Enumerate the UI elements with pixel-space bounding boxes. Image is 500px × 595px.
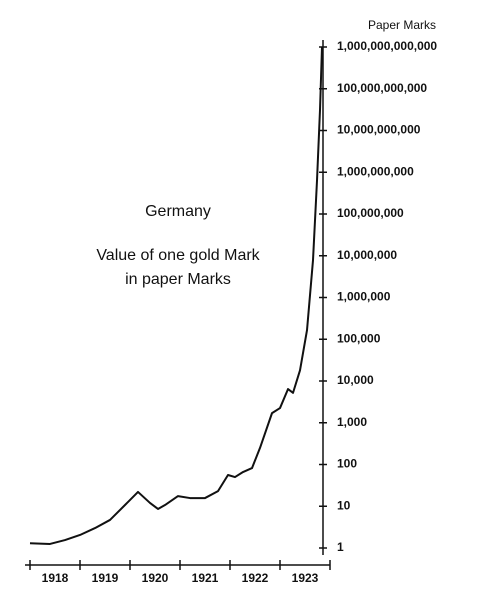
y-tick-label: 100,000,000,000 [337,81,427,95]
y-tick-label: 1,000,000 [337,290,391,304]
data-line [29,46,323,545]
chart-title: Germany [145,203,211,220]
x-tick-label: 1918 [42,571,69,585]
y-tick-label: 10,000 [337,373,374,387]
y-tick-label: 100,000 [337,331,381,345]
x-tick-label: 1923 [292,571,319,585]
y-tick-label: 1,000,000,000 [337,164,414,178]
y-tick-label: 10 [337,498,351,512]
chart-subtitle: in paper Marks [125,271,231,288]
y-tick-label: 1,000 [337,415,367,429]
chart-subtitle: Value of one gold Mark [96,247,260,264]
y-tick-label: 100,000,000 [337,206,404,220]
y-axis-label: Paper Marks [368,18,436,32]
y-tick-label: 1 [337,540,344,554]
y-tick-label: 1,000,000,000,000 [337,39,437,53]
y-tick-label: 10,000,000 [337,248,397,262]
y-tick-label: 10,000,000,000 [337,123,421,137]
x-tick-label: 1919 [92,571,119,585]
x-tick-label: 1921 [192,571,219,585]
x-tick-label: 1922 [242,571,269,585]
y-tick-label: 100 [337,457,357,471]
x-tick-label: 1920 [142,571,169,585]
